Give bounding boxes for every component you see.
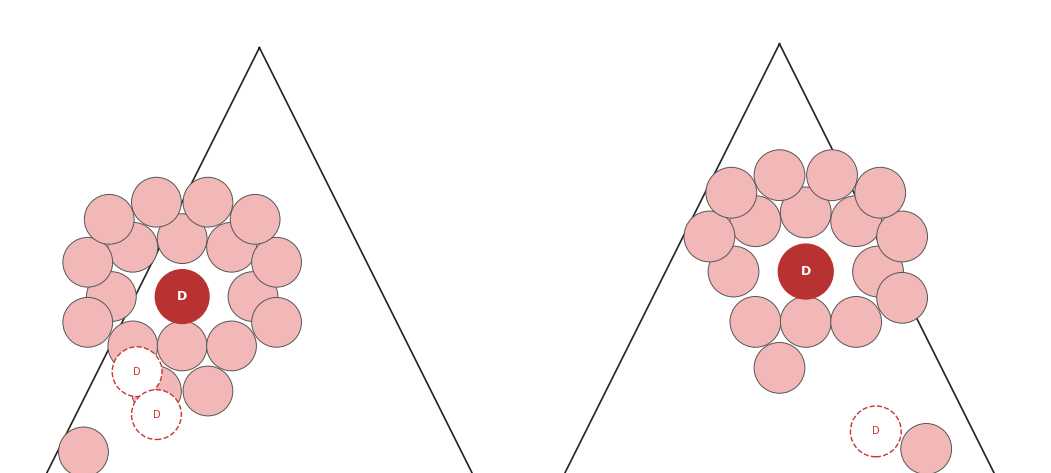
Circle shape bbox=[183, 177, 233, 227]
Circle shape bbox=[86, 272, 137, 322]
Circle shape bbox=[779, 244, 833, 299]
Circle shape bbox=[830, 196, 882, 246]
Circle shape bbox=[754, 150, 805, 201]
Circle shape bbox=[730, 196, 781, 246]
Circle shape bbox=[850, 406, 902, 457]
Circle shape bbox=[780, 187, 831, 238]
Text: D: D bbox=[152, 410, 160, 420]
Circle shape bbox=[158, 321, 207, 371]
Circle shape bbox=[251, 237, 302, 287]
Circle shape bbox=[877, 272, 928, 323]
Circle shape bbox=[706, 167, 757, 218]
Circle shape bbox=[63, 237, 112, 287]
Circle shape bbox=[877, 211, 928, 262]
Circle shape bbox=[230, 194, 280, 244]
Circle shape bbox=[251, 298, 302, 347]
Circle shape bbox=[156, 270, 209, 324]
Circle shape bbox=[158, 214, 207, 263]
Circle shape bbox=[730, 297, 781, 347]
Circle shape bbox=[131, 390, 182, 439]
Circle shape bbox=[183, 366, 233, 416]
Circle shape bbox=[207, 321, 256, 371]
Circle shape bbox=[852, 246, 904, 297]
Circle shape bbox=[228, 272, 277, 322]
Circle shape bbox=[780, 297, 831, 347]
Circle shape bbox=[84, 194, 135, 244]
Text: D: D bbox=[801, 265, 811, 278]
Circle shape bbox=[901, 423, 951, 473]
Circle shape bbox=[131, 366, 182, 416]
Circle shape bbox=[830, 297, 882, 347]
Circle shape bbox=[59, 427, 108, 473]
Circle shape bbox=[854, 167, 906, 218]
Circle shape bbox=[708, 246, 759, 297]
Circle shape bbox=[112, 347, 162, 396]
Circle shape bbox=[131, 177, 182, 227]
Circle shape bbox=[108, 321, 158, 371]
Circle shape bbox=[63, 298, 112, 347]
Circle shape bbox=[754, 342, 805, 393]
Circle shape bbox=[108, 222, 158, 272]
Text: D: D bbox=[133, 367, 141, 377]
Circle shape bbox=[807, 150, 858, 201]
Text: D: D bbox=[872, 426, 880, 437]
Circle shape bbox=[207, 222, 256, 272]
Circle shape bbox=[684, 211, 735, 262]
Text: D: D bbox=[177, 290, 187, 303]
